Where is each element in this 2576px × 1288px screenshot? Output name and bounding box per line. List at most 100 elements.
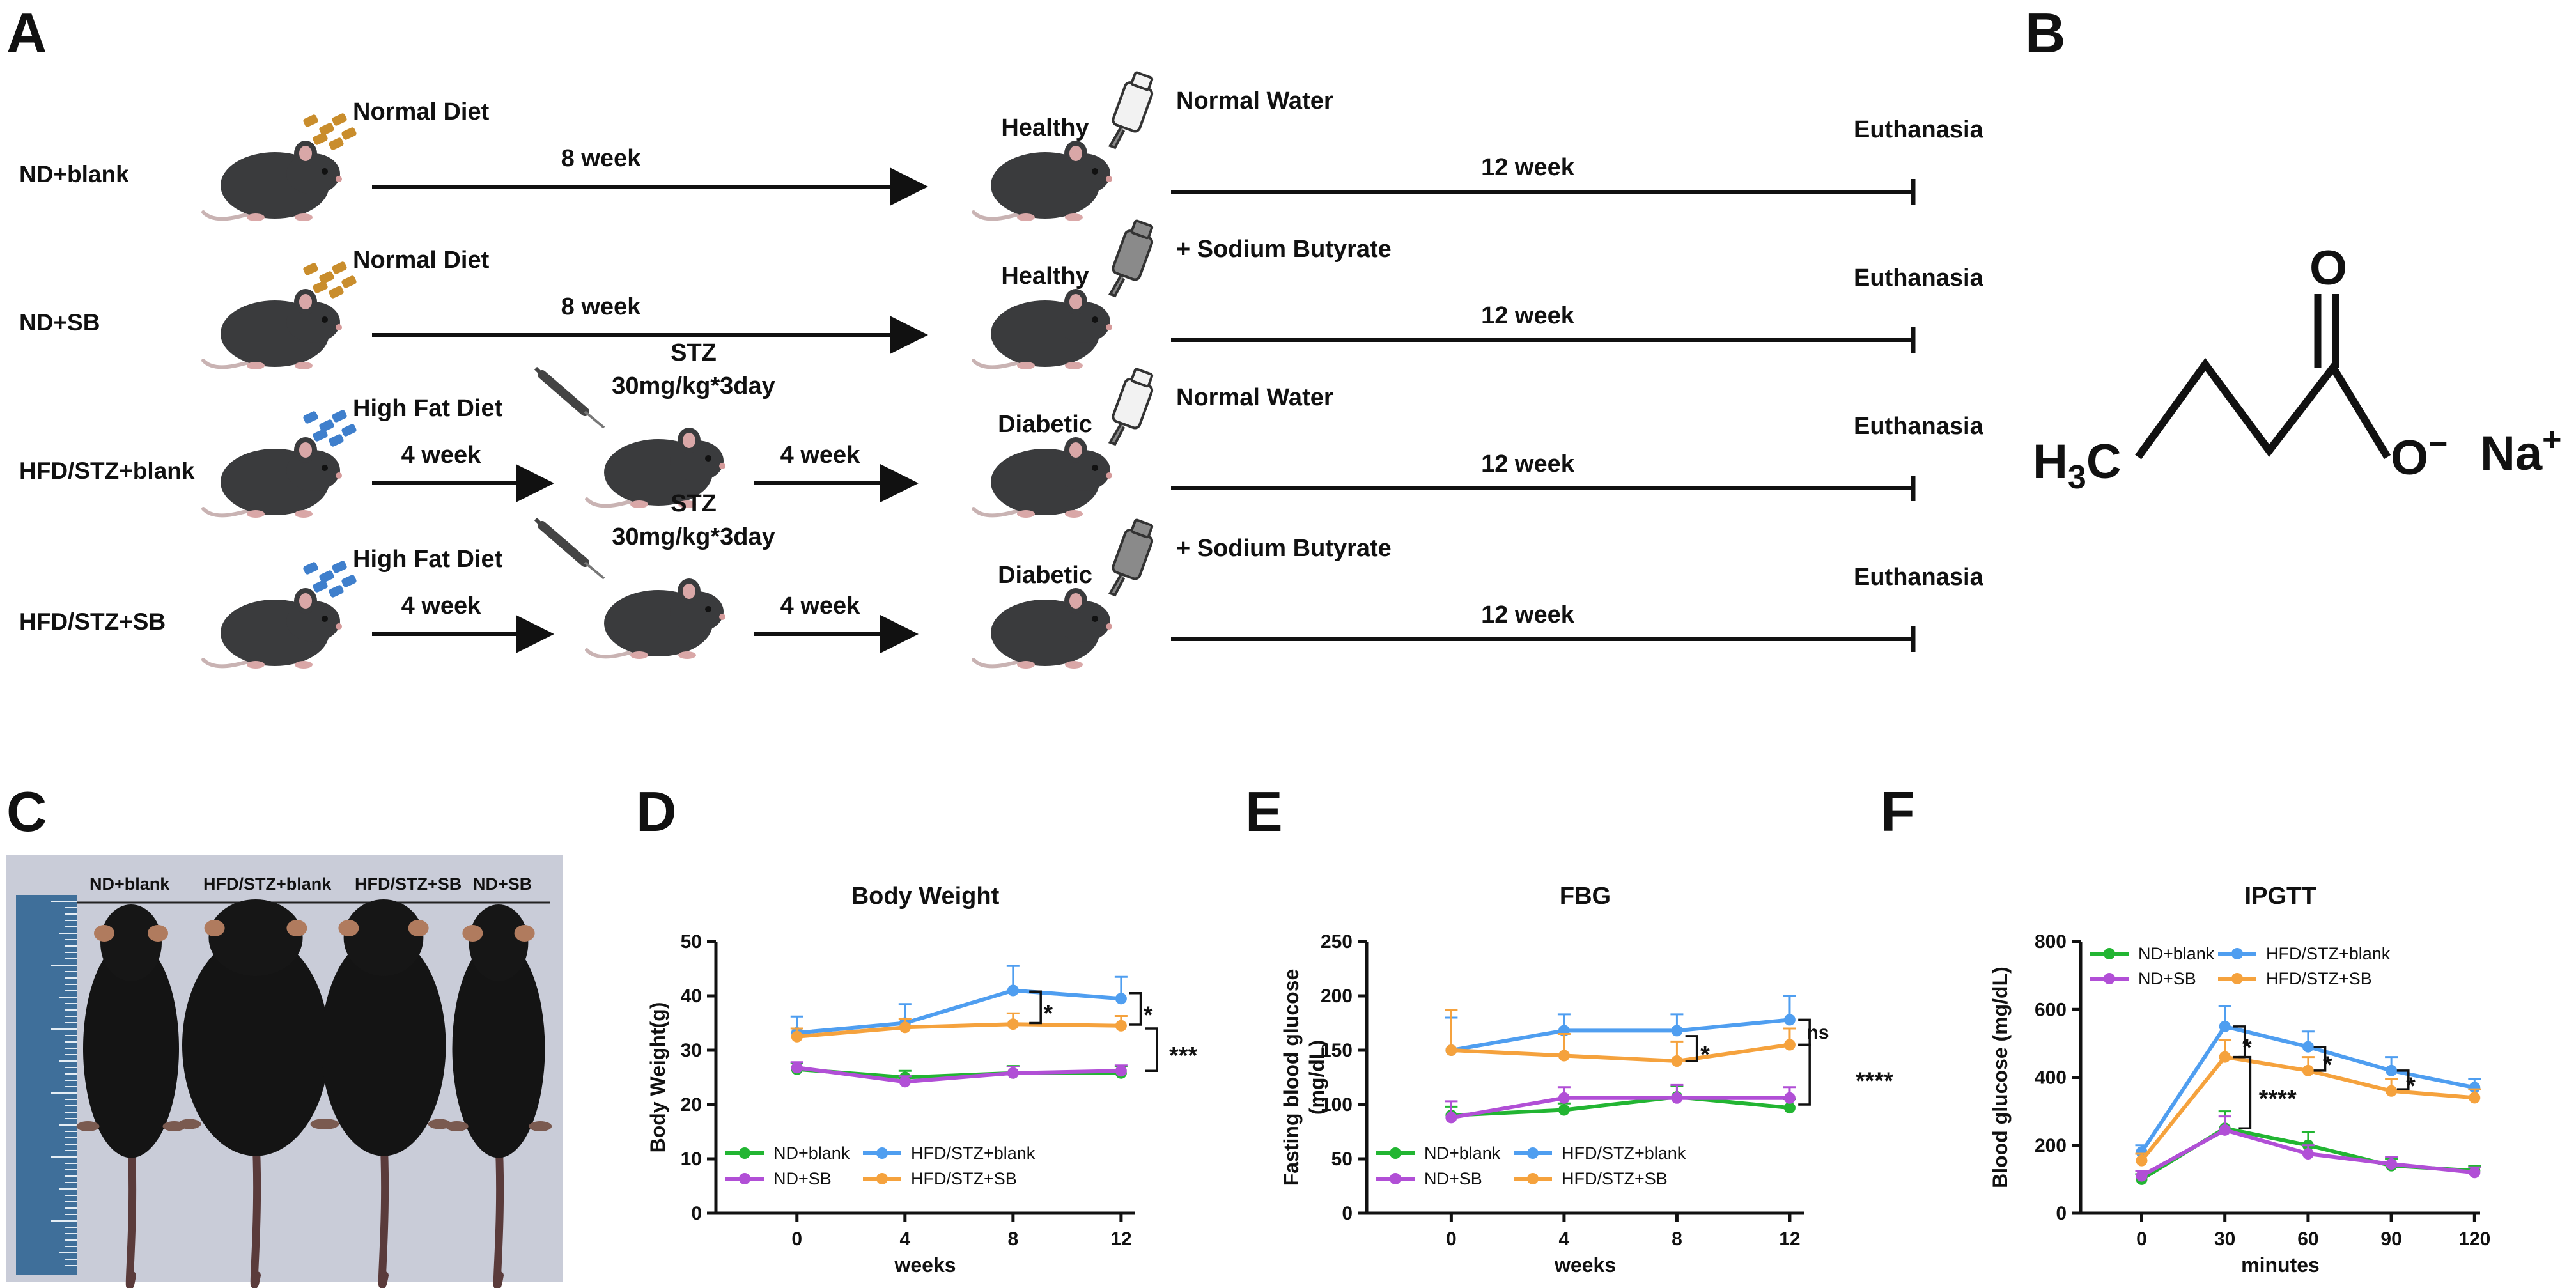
mice-photograph: ND+blank HFD/STZ+blank HFD/STZ+SB ND+SB (6, 855, 563, 1288)
mouse-foot (428, 1119, 451, 1129)
legend-swatch-dot (1527, 1173, 1539, 1184)
mouse-ear (94, 925, 114, 942)
y-tick-label: 0 (2056, 1203, 2067, 1224)
series-hfd-stz-blank (1445, 995, 1796, 1056)
stz-label: STZ (671, 490, 717, 517)
significance-bracket: *** (1145, 1027, 1197, 1073)
panel-letter-a: A (6, 1, 47, 65)
data-point (1558, 1092, 1570, 1104)
y-axis-label: Blood glucose (mg/dL) (1989, 966, 2012, 1188)
x-axis-label: weeks (894, 1253, 956, 1276)
data-point (1671, 1092, 1683, 1104)
positive-charge: + (2542, 421, 2561, 458)
significance-label: * (1144, 1002, 1153, 1028)
data-point (2386, 1064, 2398, 1076)
data-point (1671, 1055, 1683, 1067)
legend-label: HFD/STZ+blank (1562, 1144, 1686, 1163)
legend-label: HFD/STZ+SB (911, 1169, 1017, 1188)
panel-letter-b: B (2025, 1, 2066, 65)
carboxylate-o: O (2391, 431, 2428, 485)
mouse-tail (493, 1134, 504, 1288)
butyrate-water-bottle-icon (1103, 516, 1159, 602)
mouse-head (100, 904, 162, 981)
bracket-line (2313, 1045, 2327, 1072)
bracket-line (2396, 1069, 2410, 1090)
chart-title: Body Weight (851, 883, 1000, 910)
y-tick-label: 600 (2035, 999, 2067, 1020)
significance-bracket: * (1129, 992, 1153, 1028)
panel-letter-c: C (6, 780, 47, 843)
y-tick-label: 250 (1321, 931, 1353, 952)
x-tick-label: 0 (1446, 1229, 1457, 1250)
mouse-icon (203, 588, 342, 669)
y-tick-label: 10 (681, 1149, 702, 1170)
mouse-ear (338, 920, 359, 936)
chart-body-weight: Body Weight 0 10 20 30 40 50 0 4 8 12 weeks Body Wei… (646, 883, 1197, 1276)
significance-label: ns (1807, 1022, 1829, 1043)
data-point (2469, 1082, 2481, 1094)
legend-swatch-dot (1390, 1173, 1401, 1184)
data-point (1671, 1025, 1683, 1037)
legend-swatch-dot (1527, 1147, 1539, 1159)
y-tick-label: 0 (1342, 1203, 1353, 1224)
x-tick-label: 90 (2380, 1229, 2401, 1250)
post-stz-duration: 4 week (780, 593, 861, 619)
panel-letter-d: D (636, 780, 677, 843)
y-tick-label: 50 (681, 931, 702, 952)
mouse-tail (378, 1132, 389, 1288)
y-tick-label: 30 (681, 1040, 702, 1061)
legend-label: ND+SB (2138, 969, 2196, 988)
diet-label: High Fat Diet (353, 395, 503, 422)
treatment-duration: 12 week (1481, 451, 1575, 477)
mouse-foot (316, 1119, 339, 1129)
data-point (1115, 1020, 1127, 1032)
significance-label: **** (2259, 1085, 2297, 1112)
x-axis-label: weeks (1554, 1253, 1616, 1276)
methyl-h: H (2033, 435, 2068, 489)
y-tick-label: 400 (2035, 1067, 2067, 1089)
photo-label-nd-blank: ND+blank (89, 874, 170, 894)
water-label: Normal Water (1176, 88, 1333, 114)
y-tick-label: 800 (2035, 931, 2067, 952)
normal-water-bottle-icon (1103, 365, 1159, 451)
series-nd-sb (2135, 1115, 2481, 1182)
data-point (899, 1076, 911, 1088)
y-tick-label: 50 (1331, 1149, 1353, 1170)
diet-label: Normal Diet (353, 98, 490, 125)
status-label: Healthy (1001, 114, 1089, 141)
mouse-ear (514, 925, 535, 942)
photo-mice (76, 899, 552, 1288)
data-point (2469, 1092, 2481, 1104)
bracket-line (1129, 992, 1142, 1026)
sodium-butyrate-structure: O H3C O− Na+ (2033, 241, 2562, 496)
legend-swatch-dot (739, 1173, 750, 1184)
post-stz-duration: 4 week (780, 442, 861, 469)
significance-bracket: **** (2238, 1055, 2297, 1129)
significance-bracket: * (2313, 1045, 2332, 1078)
data-point (1783, 1102, 1796, 1114)
legend-swatch-dot (2104, 973, 2115, 984)
euthanasia-label: Euthanasia (1854, 116, 1984, 143)
x-tick-label: 8 (1007, 1229, 1018, 1250)
normal-diet-pellets-icon (303, 261, 357, 299)
significance-bracket: * (1685, 1035, 1710, 1068)
significance-bracket: **** (1798, 1043, 1893, 1106)
mouse-tail (250, 1132, 261, 1288)
stz-dose: 30mg/kg*3day (612, 373, 775, 400)
stz-mouse-icon (587, 578, 725, 659)
mouse-body (452, 939, 545, 1158)
significance-label: * (2406, 1073, 2416, 1099)
butyrate-water-bottle-icon (1103, 217, 1159, 303)
y-tick-label: 100 (1321, 1094, 1353, 1115)
series-hfd-stz-sb (790, 1012, 1128, 1043)
stz-label: STZ (671, 339, 717, 366)
series-line (1451, 1043, 1790, 1064)
mouse-body (83, 939, 179, 1158)
legend-swatch-dot (876, 1173, 888, 1184)
legend-label: ND+blank (1424, 1144, 1501, 1163)
mouse-foot (76, 1121, 100, 1131)
legend-swatch-dot (2231, 948, 2243, 959)
data-point (2302, 1148, 2314, 1160)
data-point (1558, 1050, 1570, 1062)
